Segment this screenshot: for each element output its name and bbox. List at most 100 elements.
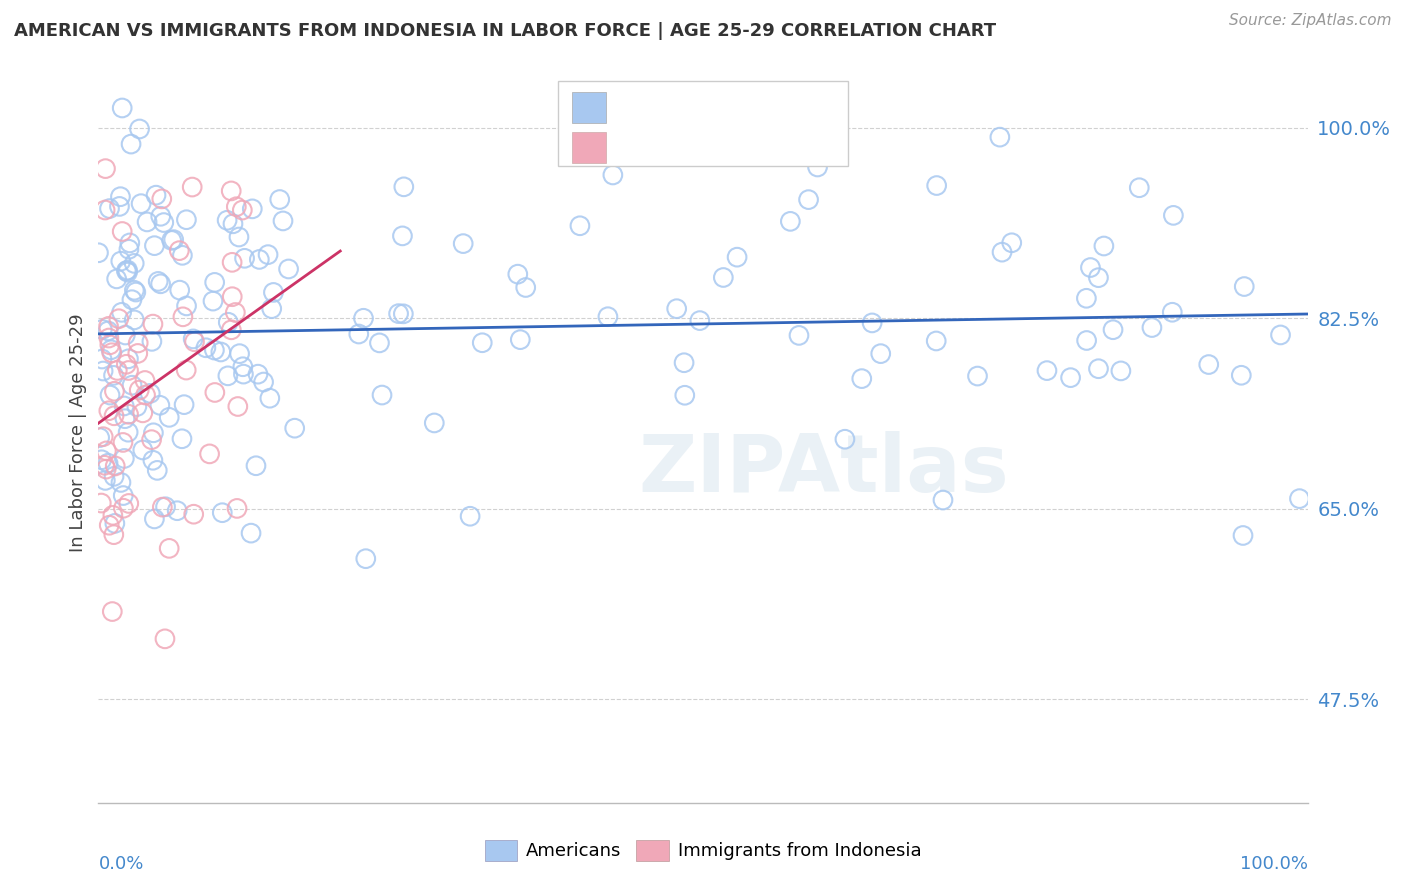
Point bbox=[252, 375, 274, 389]
Point bbox=[108, 199, 131, 213]
Text: ZIPAtlas: ZIPAtlas bbox=[638, 431, 1010, 508]
Point bbox=[1036, 363, 1059, 377]
Point bbox=[204, 276, 226, 290]
Point bbox=[1198, 358, 1220, 372]
Point bbox=[121, 378, 143, 392]
Point bbox=[932, 493, 955, 508]
Point bbox=[353, 311, 375, 326]
Point bbox=[132, 406, 155, 420]
Point bbox=[262, 285, 284, 300]
Point bbox=[1109, 364, 1132, 378]
Point bbox=[142, 425, 165, 440]
Point bbox=[673, 388, 696, 402]
Point bbox=[198, 447, 221, 461]
Point bbox=[172, 310, 194, 324]
Point bbox=[1092, 239, 1115, 253]
Point bbox=[225, 200, 247, 214]
Legend: Americans, Immigrants from Indonesia: Americans, Immigrants from Indonesia bbox=[478, 832, 928, 868]
Point bbox=[1059, 370, 1081, 384]
Point bbox=[1232, 528, 1254, 542]
Point bbox=[228, 230, 250, 244]
Point bbox=[94, 474, 117, 488]
Point bbox=[1233, 279, 1256, 293]
Point bbox=[226, 400, 249, 414]
Point bbox=[371, 388, 394, 402]
Point bbox=[860, 316, 883, 330]
Point bbox=[96, 443, 118, 458]
Point bbox=[111, 225, 134, 239]
Point bbox=[173, 398, 195, 412]
Point bbox=[121, 293, 143, 307]
Point bbox=[115, 357, 138, 371]
Point bbox=[149, 209, 172, 223]
Point bbox=[135, 388, 157, 402]
Point bbox=[966, 369, 988, 384]
Point bbox=[160, 234, 183, 248]
Point bbox=[98, 338, 121, 352]
Point bbox=[515, 280, 537, 294]
Text: 100.0%: 100.0% bbox=[1240, 855, 1308, 872]
Point bbox=[90, 452, 112, 467]
Point bbox=[257, 247, 280, 261]
Point bbox=[155, 500, 177, 514]
Point bbox=[110, 190, 132, 204]
Point bbox=[787, 328, 810, 343]
Point bbox=[117, 351, 139, 366]
Point bbox=[118, 242, 141, 256]
Point bbox=[217, 368, 239, 383]
Point bbox=[150, 192, 173, 206]
Point bbox=[222, 217, 245, 231]
Point bbox=[368, 335, 391, 350]
Point bbox=[246, 367, 269, 381]
FancyBboxPatch shape bbox=[558, 81, 848, 166]
Point bbox=[136, 215, 159, 229]
Point bbox=[224, 305, 246, 319]
Point bbox=[141, 334, 163, 349]
Y-axis label: In Labor Force | Age 25-29: In Labor Force | Age 25-29 bbox=[69, 313, 87, 552]
Point bbox=[851, 371, 873, 385]
Point bbox=[112, 451, 135, 466]
Point bbox=[183, 334, 205, 349]
Point bbox=[110, 254, 132, 268]
Point bbox=[142, 317, 165, 331]
Point bbox=[1270, 328, 1292, 343]
Point bbox=[125, 400, 148, 414]
Text: AMERICAN VS IMMIGRANTS FROM INDONESIA IN LABOR FORCE | AGE 25-29 CORRELATION CHA: AMERICAN VS IMMIGRANTS FROM INDONESIA IN… bbox=[14, 22, 997, 40]
Point bbox=[127, 346, 149, 360]
Point bbox=[114, 411, 136, 425]
Text: R = 0.439: R = 0.439 bbox=[621, 130, 718, 149]
Point bbox=[284, 421, 307, 435]
Point bbox=[689, 313, 711, 327]
Point bbox=[118, 496, 141, 510]
Point bbox=[169, 244, 191, 258]
Point bbox=[91, 364, 114, 378]
Text: N =  57: N = 57 bbox=[724, 130, 799, 149]
Point bbox=[665, 301, 688, 316]
Point bbox=[354, 551, 377, 566]
Point bbox=[231, 203, 253, 218]
Point bbox=[221, 323, 243, 337]
Point bbox=[98, 518, 121, 533]
Point bbox=[142, 453, 165, 467]
Point bbox=[149, 277, 172, 291]
Point bbox=[103, 469, 125, 483]
Point bbox=[194, 341, 217, 355]
Point bbox=[423, 416, 446, 430]
Point bbox=[169, 283, 191, 297]
Point bbox=[451, 236, 474, 251]
Point bbox=[458, 509, 481, 524]
Point bbox=[1128, 180, 1150, 194]
Point bbox=[97, 319, 120, 334]
Point bbox=[157, 541, 180, 556]
Point bbox=[711, 270, 734, 285]
Point bbox=[111, 435, 134, 450]
Point bbox=[97, 324, 120, 338]
Point bbox=[259, 391, 281, 405]
Text: N = 160: N = 160 bbox=[724, 90, 804, 110]
Point bbox=[391, 228, 413, 243]
Point bbox=[107, 311, 129, 326]
Point bbox=[115, 264, 138, 278]
Point bbox=[277, 262, 299, 277]
Point bbox=[176, 212, 198, 227]
Point bbox=[347, 326, 370, 341]
